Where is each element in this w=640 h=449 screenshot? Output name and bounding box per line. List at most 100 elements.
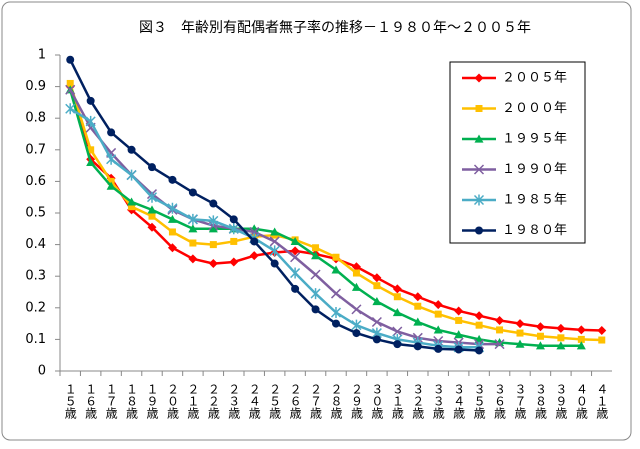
marker bbox=[393, 340, 402, 349]
marker bbox=[189, 239, 197, 247]
marker bbox=[536, 332, 544, 340]
marker bbox=[208, 259, 218, 269]
x-tick-label: ３６歳 bbox=[493, 383, 507, 419]
marker bbox=[106, 181, 116, 190]
chart-title: 図３ 年齢別有配偶者無子率の推移－１９８０年～２００５年 bbox=[139, 19, 531, 36]
marker bbox=[516, 329, 524, 337]
marker bbox=[311, 251, 321, 260]
marker bbox=[475, 346, 484, 355]
marker bbox=[147, 222, 157, 232]
marker bbox=[290, 246, 300, 256]
marker bbox=[413, 292, 423, 302]
marker bbox=[373, 282, 381, 290]
marker bbox=[269, 236, 280, 247]
x-tick-label: ４１歳 bbox=[595, 383, 609, 419]
marker bbox=[290, 236, 300, 246]
marker bbox=[249, 251, 259, 261]
x-tick-label: ２９歳 bbox=[349, 383, 363, 419]
x-tick-label: ３３歳 bbox=[431, 383, 445, 419]
legend-label: ２０００年 bbox=[502, 101, 567, 116]
x-tick-label: ３９歳 bbox=[554, 383, 568, 419]
y-tick-label: 0.5 bbox=[25, 206, 46, 221]
x-tick-label: ４０歳 bbox=[574, 383, 588, 419]
marker bbox=[557, 334, 565, 342]
x-tick-label: ２３歳 bbox=[227, 383, 241, 419]
marker bbox=[187, 213, 198, 225]
y-tick-label: 0.9 bbox=[25, 79, 46, 94]
x-tick-label: ３２歳 bbox=[411, 383, 425, 419]
marker bbox=[433, 325, 443, 334]
x-tick-label: １８歳 bbox=[125, 383, 139, 419]
marker bbox=[332, 253, 340, 261]
marker bbox=[188, 254, 198, 264]
x-tick-label: １６歳 bbox=[84, 383, 98, 419]
x-tick-label: ２５歳 bbox=[268, 383, 282, 419]
marker bbox=[577, 335, 585, 343]
marker bbox=[351, 282, 361, 291]
marker bbox=[474, 311, 484, 321]
legend-label: １９９０年 bbox=[502, 162, 567, 177]
marker bbox=[209, 199, 218, 208]
marker bbox=[352, 269, 360, 277]
marker bbox=[167, 243, 177, 253]
legend-marker bbox=[473, 164, 485, 175]
marker bbox=[128, 203, 136, 211]
marker bbox=[454, 345, 463, 354]
marker bbox=[66, 55, 75, 64]
marker bbox=[107, 128, 116, 137]
marker bbox=[351, 304, 362, 315]
marker bbox=[351, 262, 361, 272]
marker bbox=[556, 341, 566, 350]
y-tick-label: 0.2 bbox=[25, 300, 46, 315]
marker bbox=[127, 145, 136, 154]
marker bbox=[475, 321, 483, 329]
marker bbox=[332, 319, 340, 328]
x-tick-label: ３５歳 bbox=[472, 383, 486, 419]
marker bbox=[208, 224, 218, 233]
marker bbox=[515, 319, 525, 329]
marker bbox=[209, 241, 217, 249]
marker bbox=[168, 175, 177, 184]
marker bbox=[372, 273, 382, 283]
marker bbox=[434, 310, 442, 318]
marker bbox=[188, 188, 197, 197]
x-tick-label: １９歳 bbox=[145, 383, 159, 419]
marker bbox=[168, 228, 176, 236]
x-tick-label: ２８歳 bbox=[329, 383, 343, 419]
legend-marker bbox=[475, 226, 483, 235]
marker bbox=[311, 305, 320, 314]
marker bbox=[494, 339, 505, 350]
marker bbox=[148, 212, 156, 220]
x-tick-label: ２０歳 bbox=[165, 383, 179, 419]
x-tick-label: ２４歳 bbox=[247, 383, 261, 419]
marker bbox=[147, 205, 157, 214]
x-tick-label: ３４歳 bbox=[452, 383, 466, 419]
y-tick-label: 0 bbox=[38, 364, 46, 379]
marker bbox=[515, 339, 525, 348]
marker bbox=[148, 163, 156, 172]
marker bbox=[65, 103, 76, 115]
x-tick-label: ２６歳 bbox=[288, 383, 302, 419]
y-tick-label: 0.7 bbox=[25, 142, 46, 157]
marker bbox=[107, 177, 115, 185]
legend-marker bbox=[475, 105, 483, 112]
marker bbox=[290, 267, 301, 279]
legend-label: ２００５年 bbox=[502, 71, 567, 86]
marker bbox=[372, 335, 381, 344]
y-tick-label: 1 bbox=[38, 48, 46, 63]
x-tick-label: ３８歳 bbox=[533, 383, 547, 419]
marker bbox=[495, 315, 505, 325]
marker bbox=[127, 197, 137, 206]
marker bbox=[455, 316, 463, 324]
marker bbox=[86, 157, 96, 167]
marker bbox=[434, 344, 443, 353]
marker bbox=[371, 316, 382, 328]
marker bbox=[392, 326, 403, 337]
marker bbox=[229, 215, 238, 224]
marker bbox=[393, 293, 401, 301]
marker bbox=[433, 300, 443, 310]
x-tick-label: ３１歳 bbox=[390, 383, 404, 419]
marker bbox=[413, 342, 422, 351]
marker bbox=[576, 325, 586, 335]
